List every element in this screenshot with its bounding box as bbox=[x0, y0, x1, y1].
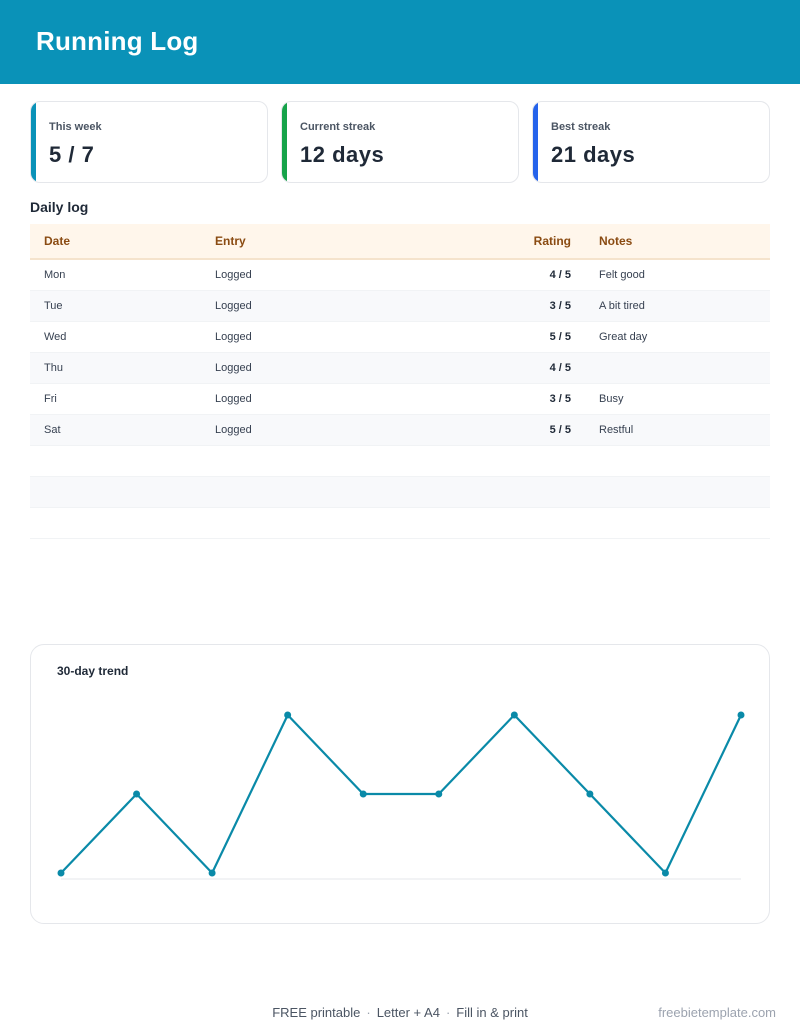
footer-separator: · bbox=[445, 1005, 451, 1020]
trend-point bbox=[208, 869, 216, 877]
cell-notes: Great day bbox=[571, 321, 770, 353]
stat-label: Current streak bbox=[300, 121, 376, 133]
trend-chart-card: 30-day trend bbox=[30, 644, 770, 924]
cell-date: Wed bbox=[30, 321, 215, 353]
column-header-rating: Rating bbox=[415, 224, 571, 260]
footer-item: FREE printable bbox=[272, 1005, 361, 1020]
cell-notes: Felt good bbox=[571, 259, 770, 291]
cell-entry: Logged bbox=[215, 414, 415, 446]
chart-title: 30-day trend bbox=[57, 664, 129, 678]
cell-date: Thu bbox=[30, 352, 215, 384]
table-row: Mon Logged 4 / 5 Felt good bbox=[30, 259, 770, 291]
cell-notes bbox=[571, 352, 770, 384]
daily-log-table: Date Entry Rating Notes Mon Logged 4 / 5… bbox=[30, 224, 770, 539]
stat-label: Best streak bbox=[551, 121, 611, 133]
table-row: Sat Logged 5 / 5 Restful bbox=[30, 414, 770, 446]
table-row: Thu Logged 4 / 5 bbox=[30, 352, 770, 384]
page-header: Running Log bbox=[0, 0, 800, 84]
footer-separator: · bbox=[366, 1005, 371, 1020]
cell-notes: Restful bbox=[571, 414, 770, 446]
stat-accent-bar bbox=[533, 102, 538, 182]
cell-rating: 4 / 5 bbox=[415, 259, 571, 291]
empty-cell bbox=[415, 507, 571, 539]
trend-point bbox=[435, 790, 443, 798]
trend-line bbox=[59, 713, 743, 875]
table-row-empty bbox=[30, 476, 770, 508]
cell-entry: Logged bbox=[215, 321, 415, 353]
trend-chart bbox=[57, 711, 745, 880]
empty-cell bbox=[215, 445, 415, 477]
empty-cell bbox=[30, 445, 215, 477]
empty-cell bbox=[571, 445, 770, 477]
trend-point bbox=[737, 711, 745, 719]
stat-card-best-streak: Best streak 21 days bbox=[532, 101, 770, 183]
stat-value: 12 days bbox=[300, 142, 385, 167]
trend-point bbox=[661, 869, 669, 877]
table-row: Fri Logged 3 / 5 Busy bbox=[30, 383, 770, 415]
stat-card-current-streak: Current streak 12 days bbox=[281, 101, 519, 183]
cell-notes: A bit tired bbox=[571, 290, 770, 322]
stat-card-this-week: This week 5 / 7 bbox=[30, 101, 268, 183]
stat-accent-bar bbox=[31, 102, 36, 182]
cell-rating: 3 / 5 bbox=[415, 383, 571, 415]
trend-point bbox=[510, 711, 518, 719]
trend-point bbox=[133, 790, 141, 798]
cell-date: Fri bbox=[30, 383, 215, 415]
trend-point bbox=[284, 711, 292, 719]
footer-item: Fill in & print bbox=[456, 1005, 528, 1020]
empty-cell bbox=[571, 507, 770, 539]
table-row-empty bbox=[30, 445, 770, 477]
footer-site: freebietemplate.com bbox=[658, 1005, 776, 1020]
stat-label: This week bbox=[49, 121, 102, 133]
empty-cell bbox=[215, 507, 415, 539]
daily-log-title: Daily log bbox=[30, 199, 89, 215]
empty-cell bbox=[571, 476, 770, 508]
stat-value: 5 / 7 bbox=[49, 142, 95, 167]
trend-point bbox=[586, 790, 594, 798]
cell-entry: Logged bbox=[215, 352, 415, 384]
cell-rating: 4 / 5 bbox=[415, 352, 571, 384]
empty-cell bbox=[415, 445, 571, 477]
footer-meta: FREE printable · Letter + A4 · Fill in & pri… bbox=[0, 1005, 800, 1020]
table-row-empty bbox=[30, 507, 770, 539]
table-row: Wed Logged 5 / 5 Great day bbox=[30, 321, 770, 353]
cell-notes: Busy bbox=[571, 383, 770, 415]
empty-cell bbox=[30, 507, 215, 539]
trend-points bbox=[57, 711, 745, 877]
empty-cell bbox=[415, 476, 571, 508]
trend-point bbox=[57, 869, 65, 877]
page-title: Running Log bbox=[36, 26, 199, 56]
empty-cell bbox=[30, 476, 215, 508]
stat-value: 21 days bbox=[551, 142, 636, 167]
column-header-notes: Notes bbox=[571, 224, 770, 260]
column-header-entry: Entry bbox=[215, 224, 415, 260]
column-header-date: Date bbox=[30, 224, 215, 260]
cell-rating: 5 / 5 bbox=[415, 321, 571, 353]
cell-entry: Logged bbox=[215, 383, 415, 415]
table-row: Tue Logged 3 / 5 A bit tired bbox=[30, 290, 770, 322]
stat-accent-bar bbox=[282, 102, 287, 182]
trend-point bbox=[359, 790, 367, 798]
cell-rating: 3 / 5 bbox=[415, 290, 571, 322]
cell-date: Mon bbox=[30, 259, 215, 291]
footer-item: Letter + A4 bbox=[376, 1005, 440, 1020]
cell-date: Tue bbox=[30, 290, 215, 322]
cell-entry: Logged bbox=[215, 259, 415, 291]
cell-rating: 5 / 5 bbox=[415, 414, 571, 446]
cell-entry: Logged bbox=[215, 290, 415, 322]
cell-date: Sat bbox=[30, 414, 215, 446]
table-header-row: Date Entry Rating Notes bbox=[30, 224, 770, 260]
empty-cell bbox=[215, 476, 415, 508]
